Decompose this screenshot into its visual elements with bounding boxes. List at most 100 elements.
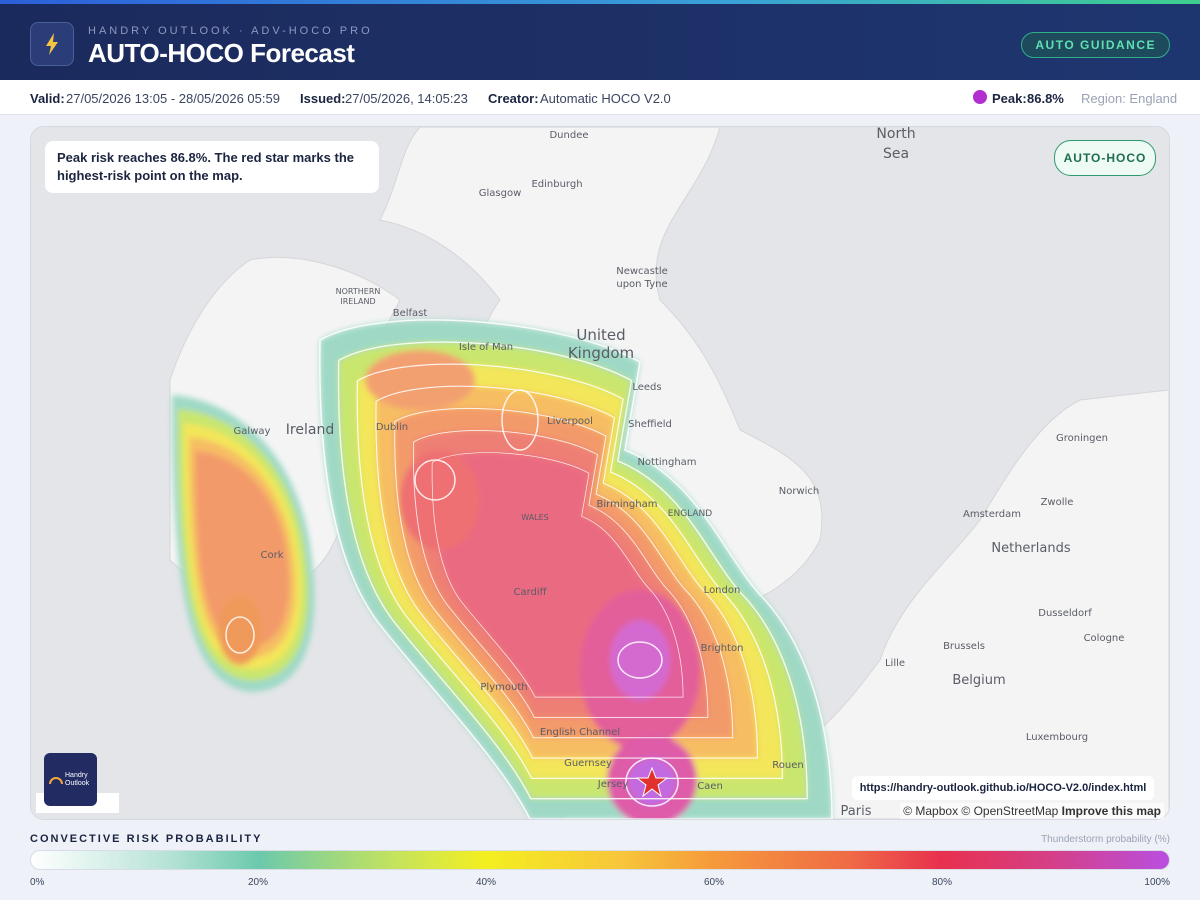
bolt xyxy=(46,33,58,55)
region: Region: England xyxy=(1081,91,1178,106)
map-label: NORTHERN xyxy=(336,287,381,296)
legend-tick: 0% xyxy=(30,877,45,888)
risk-field xyxy=(172,319,832,819)
contour xyxy=(356,363,783,779)
contour xyxy=(414,459,456,501)
risk-contours xyxy=(225,319,833,819)
title: AUTO-HOCO Forecast xyxy=(88,38,355,68)
peak-label: Peak: xyxy=(992,91,1027,106)
map-url[interactable]: https://handry-outlook.github.io/HOCO-V2… xyxy=(852,776,1154,800)
subtitle: HANDRY OUTLOOK · ADV-HOCO PRO xyxy=(88,25,373,37)
contour xyxy=(337,341,808,800)
map: North Sea Dundee Edinburgh Glasgow Newcastle u… xyxy=(31,127,1169,819)
creator-label: Creator: xyxy=(488,91,539,106)
legend-bar xyxy=(30,850,1170,870)
contour xyxy=(375,385,759,759)
map-label: Brussels xyxy=(943,641,985,652)
contour xyxy=(412,430,709,718)
contour xyxy=(501,389,539,451)
map-label: Zwolle xyxy=(1041,497,1074,508)
map-label: Jersey xyxy=(597,779,629,790)
peak-star xyxy=(635,766,669,798)
peak-dot xyxy=(973,90,987,104)
map-label: Rouen xyxy=(772,760,803,771)
hotspot xyxy=(218,595,262,665)
map-label: Belfast xyxy=(393,308,428,319)
valid: 27/05/2026 13:05 - 28/05/2026 05:59 xyxy=(66,91,280,106)
map-label: Cardiff xyxy=(513,587,547,598)
map-label: Norwich xyxy=(779,486,820,497)
map-label: Plymouth xyxy=(480,682,527,693)
map-label: Isle of Man xyxy=(459,342,513,353)
map-label: North xyxy=(876,127,915,142)
guidance-badge: AUTO GUIDANCE xyxy=(1021,32,1170,58)
map-label: Dusseldorf xyxy=(1038,608,1092,619)
logo-arc xyxy=(49,777,63,785)
legend-tick: 60% xyxy=(703,877,725,888)
map-label: Paris xyxy=(841,804,872,819)
peak: 86.8% xyxy=(1027,91,1064,106)
map-label: Groningen xyxy=(1056,433,1108,444)
valid-label: Valid: xyxy=(30,91,65,106)
contour xyxy=(625,757,679,807)
map-label: Ireland xyxy=(286,422,334,438)
map-label: United xyxy=(576,326,625,344)
map-label: IRELAND xyxy=(340,297,375,306)
attribution: © Mapbox © OpenStreetMap Improve this ma… xyxy=(900,803,1164,819)
map-label: London xyxy=(704,585,741,596)
map-label: Edinburgh xyxy=(531,179,582,190)
map-label: Galway xyxy=(234,426,271,437)
logo: Handry Outlook xyxy=(44,753,97,806)
contour xyxy=(431,452,684,698)
map-badge: AUTO-HOCO xyxy=(1054,140,1156,176)
attribution-text: © Mapbox © OpenStreetMap xyxy=(903,804,1059,818)
contour xyxy=(617,641,663,679)
header: HANDRY OUTLOOK · ADV-HOCO PRO AUTO-HOCO … xyxy=(0,4,1200,80)
legend-tick: 80% xyxy=(931,877,953,888)
map-label: Dublin xyxy=(376,422,408,433)
accent-line xyxy=(0,0,1200,4)
legend-tick: 40% xyxy=(475,877,497,888)
logo-text: Handry xyxy=(65,772,88,779)
app-icon xyxy=(30,22,74,66)
map-label: Nottingham xyxy=(637,457,696,468)
map-label: Luxembourg xyxy=(1026,732,1088,743)
legend-unit: Thunderstorm probability (%) xyxy=(1041,834,1170,845)
map-label: Caen xyxy=(697,781,723,792)
map-label: ENGLAND xyxy=(668,509,713,519)
map-label: Sheffield xyxy=(628,419,672,430)
map-label: Guernsey xyxy=(564,758,612,769)
map-label: WALES xyxy=(521,513,549,522)
risk-band xyxy=(195,451,290,648)
hotspot xyxy=(610,620,670,700)
map-label: Cork xyxy=(260,550,283,561)
map-card: North Sea Dundee Edinburgh Glasgow Newcastle u… xyxy=(30,126,1170,820)
map-labels: North Sea Dundee Edinburgh Glasgow Newcastle u… xyxy=(234,127,1125,819)
info-bar: Valid: 27/05/2026 13:05 - 28/05/2026 05:… xyxy=(0,80,1200,115)
improve-link[interactable]: Improve this map xyxy=(1061,804,1161,818)
map-label: Leeds xyxy=(632,382,661,393)
map-label: Liverpool xyxy=(547,416,593,427)
hotspot xyxy=(365,350,475,410)
map-label: English Channel xyxy=(540,727,620,738)
map-note: Peak risk reaches 86.8%. The red star ma… xyxy=(45,141,379,193)
issued-label: Issued: xyxy=(300,91,346,106)
contour xyxy=(319,319,833,819)
contour xyxy=(225,616,255,654)
issued: 27/05/2026, 14:05:23 xyxy=(345,91,468,106)
creator: Automatic HOCO V2.0 xyxy=(540,91,671,106)
map-label: Glasgow xyxy=(479,188,522,199)
map-label: Dundee xyxy=(549,130,588,141)
map-label: Kingdom xyxy=(568,344,634,362)
map-label: Birmingham xyxy=(597,499,658,510)
map-label: Belgium xyxy=(952,673,1005,688)
legend-tick: 20% xyxy=(247,877,269,888)
contour xyxy=(394,407,734,739)
map-label: Netherlands xyxy=(991,541,1070,556)
legend-tick: 100% xyxy=(1144,877,1170,888)
map-label: Lille xyxy=(885,658,905,669)
map-label: Amsterdam xyxy=(963,509,1021,520)
map-label: Sea xyxy=(883,146,909,162)
legend-title: CONVECTIVE RISK PROBABILITY xyxy=(30,833,263,845)
